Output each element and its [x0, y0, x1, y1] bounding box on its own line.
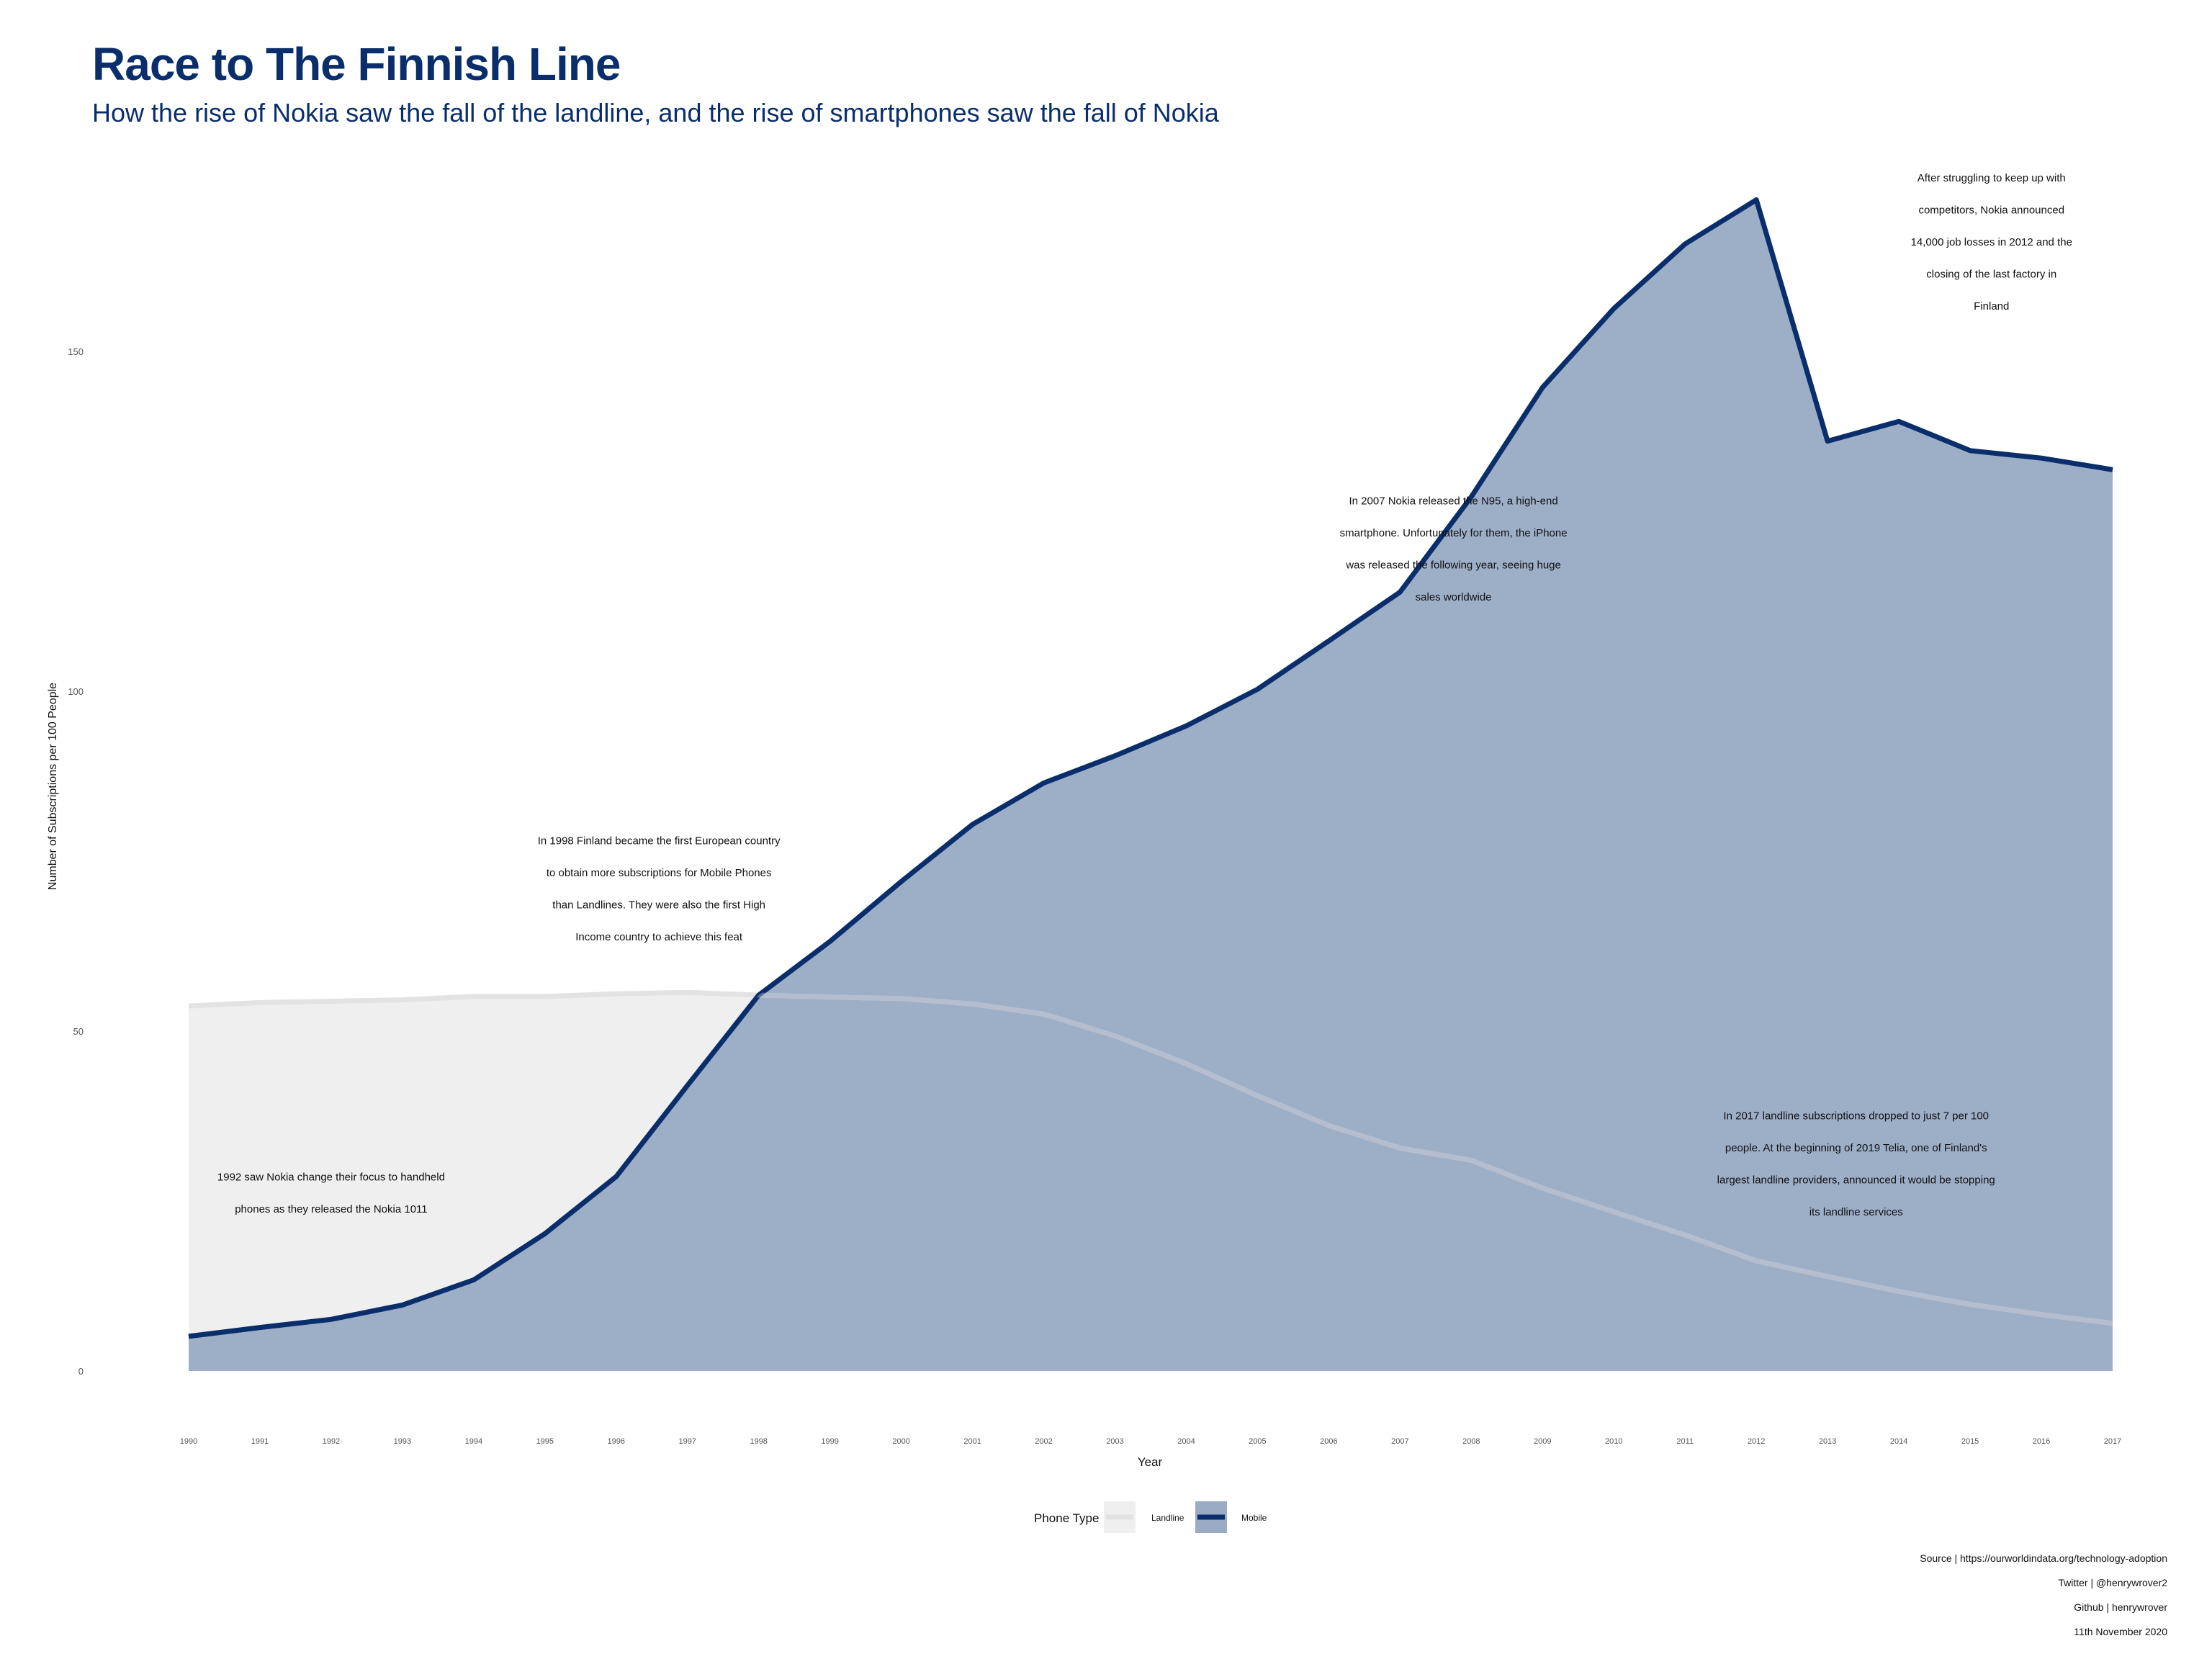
y-tick-label: 0 [78, 1366, 84, 1377]
x-tick-label: 2008 [1462, 1437, 1480, 1446]
x-tick-label: 2017 [2104, 1437, 2121, 1446]
annotation-line: its landline services [1809, 1206, 1903, 1218]
x-tick-label: 1991 [251, 1437, 269, 1446]
annotation-line: In 2007 Nokia released the N95, a high-e… [1349, 495, 1557, 507]
legend-title: Phone Type [1034, 1511, 1099, 1525]
x-tick-label: 2002 [1035, 1437, 1052, 1446]
x-tick-label: 1994 [465, 1437, 482, 1446]
x-tick-label: 2000 [892, 1437, 909, 1446]
x-tick-label: 2015 [1961, 1437, 1979, 1446]
annotation-2: In 1998 Finland became the first Europea… [538, 835, 781, 943]
x-tick-label: 2012 [1748, 1437, 1765, 1446]
x-tick-label: 1992 [323, 1437, 340, 1446]
x-tick-label: 2006 [1320, 1437, 1337, 1446]
annotation-line: sales worldwide [1416, 591, 1492, 603]
x-tick-label: 2001 [963, 1437, 981, 1446]
annotation-3: In 2007 Nokia released the N95, a high-e… [1340, 495, 1568, 603]
x-tick-label: 1996 [608, 1437, 625, 1446]
chart-title: Race to The Finnish Line [92, 38, 621, 90]
annotation-line: 14,000 job losses in 2012 and the [1911, 236, 2072, 248]
line-mobile [188, 197, 2113, 1339]
x-tick-label: 2003 [1106, 1437, 1123, 1446]
annotation-line: largest landline providers, announced it… [1717, 1174, 1995, 1187]
x-tick-label: 2011 [1676, 1437, 1694, 1446]
x-tick-label: 2005 [1249, 1437, 1266, 1446]
annotation-line: In 1998 Finland became the first Europea… [538, 835, 781, 847]
x-tick-label: 2013 [1819, 1437, 1836, 1446]
x-tick-label: 1990 [180, 1437, 197, 1446]
annotation-1: 1992 saw Nokia change their focus to han… [217, 1172, 445, 1216]
legend-label-landline: Landline [1151, 1513, 1184, 1523]
annotation-line: phones as they released the Nokia 1011 [235, 1203, 427, 1215]
x-tick-label: 2004 [1177, 1437, 1195, 1446]
annotation-line: Income country to achieve this feat [575, 931, 743, 943]
annotation-line: closing of the last factory in [1926, 269, 2056, 281]
annotation-5: In 2017 landline subscriptions dropped t… [1717, 1110, 1995, 1219]
x-tick-label: 1998 [750, 1437, 767, 1446]
legend-label-mobile: Mobile [1241, 1513, 1267, 1523]
x-tick-label: 1993 [394, 1437, 411, 1446]
annotation-line: After struggling to keep up with [1917, 172, 2066, 184]
y-tick-label: 50 [73, 1026, 84, 1037]
y-tick-label: 100 [68, 686, 84, 697]
x-tick-label: 2007 [1391, 1437, 1408, 1446]
caption-twitter: Twitter | @henrywrover2 [2058, 1577, 2167, 1588]
y-tick-label: 150 [68, 346, 84, 357]
annotation-line: people. At the beginning of 2019 Telia, … [1725, 1142, 1987, 1154]
area-mobile [189, 199, 2113, 1371]
caption-source: Source | https://ourworldindata.org/tech… [1920, 1552, 2167, 1564]
annotation-line: In 2017 landline subscriptions dropped t… [1723, 1110, 1989, 1123]
annotation-line: smartphone. Unfortunately for them, the … [1340, 527, 1568, 539]
x-tick-label: 2016 [2033, 1437, 2050, 1446]
annotation-4: After struggling to keep up with competit… [1911, 172, 2072, 313]
x-axis-label: Year [1138, 1455, 1163, 1469]
caption-github: Github | henrywrover [2074, 1601, 2167, 1613]
y-axis-label: Number of Subscriptions per 100 People [47, 683, 59, 890]
annotation-line: to obtain more subscriptions for Mobile … [547, 867, 772, 879]
x-tick-label: 2009 [1534, 1437, 1551, 1446]
annotation-line: than Landlines. They were also the first… [552, 899, 765, 911]
x-tick-label: 1997 [678, 1437, 696, 1446]
caption-date: 11th November 2020 [2074, 1626, 2167, 1637]
x-tick-label: 1995 [536, 1437, 554, 1446]
annotation-line: competitors, Nokia announced [1918, 204, 2064, 217]
chart-subtitle: How the rise of Nokia saw the fall of th… [92, 98, 1219, 127]
legend: Phone Type Landline Mobile [1034, 1501, 1267, 1533]
annotation-line: Finland [1974, 300, 2009, 313]
annotation-line: 1992 saw Nokia change their focus to han… [217, 1172, 445, 1184]
x-tick-label: 2010 [1605, 1437, 1622, 1446]
x-tick-label: 2014 [1890, 1437, 1907, 1446]
annotation-line: was released the following year, seeing … [1345, 559, 1561, 571]
x-tick-label: 1999 [821, 1437, 838, 1446]
